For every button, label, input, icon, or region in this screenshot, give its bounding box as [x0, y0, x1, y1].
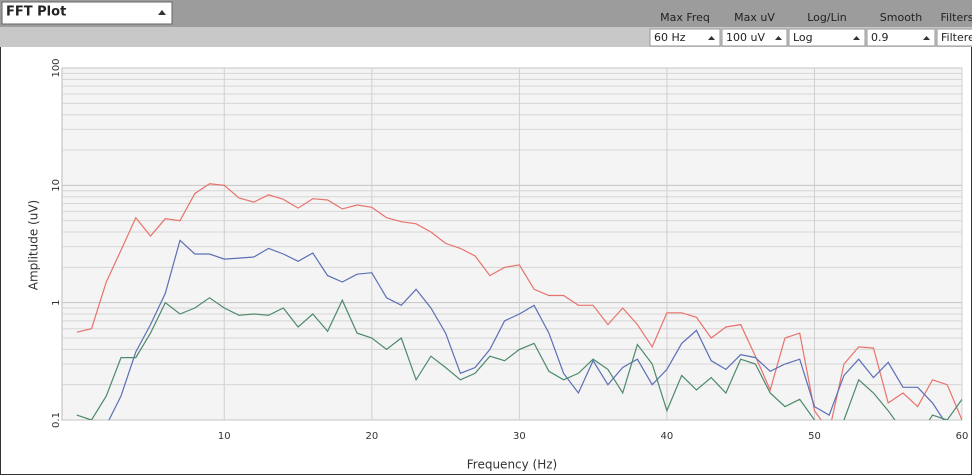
dropdown[interactable]: [936, 28, 972, 47]
x-tick-label: 20: [365, 431, 378, 442]
dropdown[interactable]: [649, 28, 721, 47]
plot-area: [61, 67, 963, 421]
dropdown-value: Filtered: [941, 31, 972, 44]
dropdown[interactable]: [788, 28, 866, 47]
series-line: [108, 239, 945, 420]
dropdown-arrow: [853, 36, 860, 40]
y-tick-label: 0.1: [51, 412, 62, 428]
series-line: [76, 297, 962, 420]
dropdown-arrow: [708, 36, 715, 40]
x-axis-label: Frequency (Hz): [467, 458, 558, 472]
dropdown-arrow: [923, 36, 930, 40]
plot-select[interactable]: [1, 1, 173, 25]
y-axis-label: Amplitude (uV): [27, 200, 41, 291]
dropdown-value: Log: [793, 31, 813, 44]
x-tick-label: 60: [956, 431, 969, 442]
control-label: Max uV: [734, 11, 775, 24]
x-tick-label: 30: [513, 431, 526, 442]
y-tick-label: 10: [51, 179, 62, 192]
dropdown-value: 0.9: [871, 31, 889, 44]
dropdown-arrow: [158, 10, 166, 15]
control-label: Filters: [941, 11, 972, 24]
x-tick-label: 50: [808, 431, 821, 442]
y-tick-label: 1: [51, 299, 62, 305]
y-tick-label: 100: [51, 58, 62, 77]
x-tick-label: 40: [661, 431, 674, 442]
control-label: Log/Lin: [807, 11, 847, 24]
dropdown[interactable]: [866, 28, 936, 47]
control-label: Smooth: [880, 11, 922, 24]
plot-select-text: FFT Plot: [6, 5, 66, 20]
dropdown-value: 100 uV: [726, 31, 765, 44]
x-tick-label: 10: [218, 431, 231, 442]
dropdown-value: 60 Hz: [654, 31, 686, 44]
series-line: [76, 183, 962, 420]
dropdown[interactable]: [721, 28, 788, 47]
dropdown-arrow: [775, 36, 782, 40]
control-label: Max Freq: [660, 11, 710, 24]
